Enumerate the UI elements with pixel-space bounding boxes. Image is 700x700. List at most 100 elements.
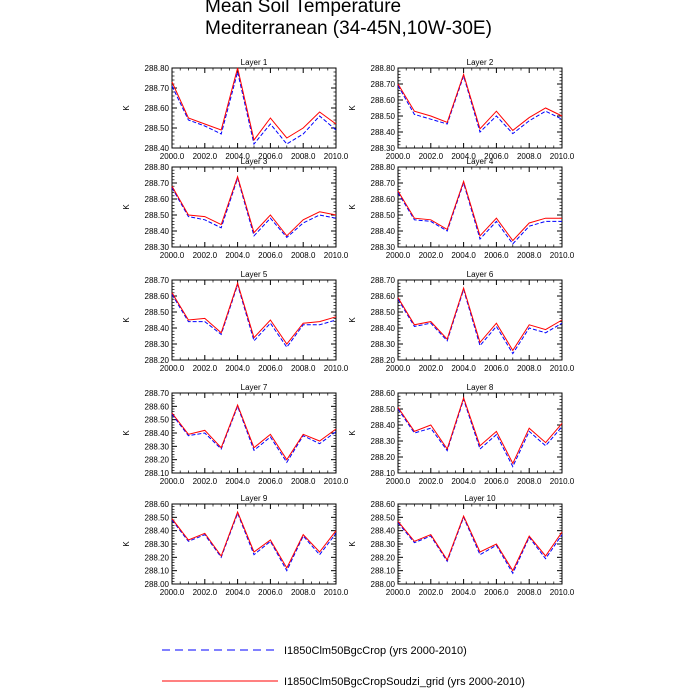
series-line-dashed	[171, 511, 337, 572]
y-tick-label: 288.50	[145, 211, 170, 220]
y-tick-label: 288.60	[371, 96, 396, 105]
y-tick-label: 288.30	[371, 340, 396, 349]
x-tick-label: 2008.0	[517, 588, 542, 597]
y-tick-label: 288.10	[145, 567, 170, 576]
x-tick-label: 2000.0	[160, 477, 185, 486]
x-tick-label: 2004.0	[225, 251, 250, 260]
chart-panel: Layer 9 K 288.00 288.10 288.20 288.30 288.40 28…	[122, 494, 349, 597]
chart-panel: Layer 3 K 288.30 288.40 288.50 288.60 288.70 28…	[122, 157, 349, 260]
series-line-dashed	[397, 287, 563, 355]
y-tick-label: 288.00	[371, 580, 396, 589]
x-tick-label: 2008.0	[291, 588, 316, 597]
x-tick-label: 2006.0	[258, 588, 283, 597]
y-tick-label: 288.40	[371, 128, 396, 137]
x-tick-label: 2002.0	[419, 364, 444, 373]
series-line-solid	[171, 174, 337, 237]
chart-panel: Layer 4 K 288.30 288.40 288.50 288.60 288.70 28…	[348, 157, 575, 260]
y-axis-label: K	[122, 541, 131, 547]
legend-label-series-1: I1850Clm50BgcCrop (yrs 2000-2010)	[284, 645, 467, 657]
x-tick-label: 2006.0	[484, 588, 509, 597]
y-tick-label: 288.20	[145, 456, 170, 465]
y-tick-label: 288.30	[145, 243, 170, 252]
y-tick-label: 288.70	[145, 389, 170, 398]
x-tick-label: 2006.0	[258, 152, 283, 161]
series-line-dashed	[397, 516, 563, 575]
figure-title: Mean Soil Temperature Mediterranean (34-…	[205, 0, 492, 40]
y-tick-label: 288.50	[371, 211, 396, 220]
series-line-solid	[171, 510, 337, 570]
x-tick-label: 2002.0	[193, 251, 218, 260]
x-tick-label: 2006.0	[484, 251, 509, 260]
x-tick-label: 2010.0	[550, 588, 575, 597]
y-tick-label: 288.30	[145, 442, 170, 451]
series-line-solid	[397, 286, 563, 352]
y-tick-label: 288.00	[145, 580, 170, 589]
y-tick-label: 288.40	[371, 421, 396, 430]
x-tick-label: 2006.0	[484, 364, 509, 373]
y-tick-label: 288.60	[371, 292, 396, 301]
y-tick-label: 288.60	[145, 104, 170, 113]
panel-title: Layer 8	[467, 383, 494, 392]
x-tick-label: 2002.0	[419, 588, 444, 597]
y-axis-label: K	[348, 430, 357, 436]
y-tick-label: 288.80	[145, 64, 170, 73]
series-line-solid	[397, 72, 563, 132]
x-tick-label: 2004.0	[451, 588, 476, 597]
y-tick-label: 288.40	[145, 324, 170, 333]
x-tick-label: 2008.0	[291, 364, 316, 373]
legend-label-series-2: I1850Clm50BgcCropSoudzi_grid (yrs 2000-2…	[284, 676, 525, 688]
x-tick-label: 2004.0	[451, 251, 476, 260]
y-axis-label: K	[122, 105, 131, 111]
series-line-dashed	[171, 71, 337, 146]
x-tick-label: 2000.0	[160, 251, 185, 260]
y-tick-label: 288.70	[145, 84, 170, 93]
y-axis-label: K	[348, 105, 357, 111]
x-tick-label: 2004.0	[225, 477, 250, 486]
x-tick-label: 2004.0	[451, 364, 476, 373]
y-tick-label: 288.40	[145, 227, 170, 236]
x-tick-label: 2010.0	[550, 364, 575, 373]
y-tick-label: 288.30	[145, 340, 170, 349]
y-tick-label: 288.60	[145, 500, 170, 509]
x-tick-label: 2000.0	[386, 364, 411, 373]
chart-panel: Layer 6 K 288.20 288.30 288.40 288.50 288.60 28…	[348, 270, 575, 373]
x-tick-label: 2008.0	[291, 477, 316, 486]
y-tick-label: 288.60	[371, 389, 396, 398]
panel-title: Layer 7	[241, 383, 268, 392]
x-tick-label: 2008.0	[291, 152, 316, 161]
series-line-dashed	[397, 181, 562, 245]
x-tick-label: 2004.0	[225, 152, 250, 161]
series-line-solid	[397, 514, 563, 572]
y-tick-label: 288.60	[145, 402, 170, 411]
y-tick-label: 288.30	[371, 437, 396, 446]
series-line-dashed	[171, 283, 337, 349]
series-line-dashed	[397, 74, 563, 135]
x-tick-label: 2010.0	[550, 477, 575, 486]
y-tick-label: 288.10	[371, 567, 396, 576]
series-line-dashed	[171, 176, 337, 239]
x-tick-label: 2002.0	[193, 364, 218, 373]
y-tick-label: 288.70	[145, 179, 170, 188]
y-tick-label: 288.60	[371, 500, 396, 509]
y-tick-label: 288.50	[145, 416, 170, 425]
x-tick-label: 2006.0	[484, 152, 509, 161]
y-tick-label: 288.50	[371, 112, 396, 121]
y-tick-label: 288.10	[371, 469, 396, 478]
y-tick-label: 288.40	[371, 227, 396, 236]
y-tick-label: 288.60	[145, 292, 170, 301]
y-tick-label: 288.40	[145, 429, 170, 438]
y-tick-label: 288.20	[371, 356, 396, 365]
x-tick-label: 2008.0	[517, 477, 542, 486]
x-tick-label: 2008.0	[517, 152, 542, 161]
panel-title: Layer 4	[467, 157, 494, 166]
x-tick-label: 2010.0	[324, 251, 349, 260]
y-tick-label: 288.80	[371, 163, 396, 172]
y-axis-label: K	[122, 430, 131, 436]
y-tick-label: 288.50	[371, 308, 396, 317]
y-tick-label: 288.30	[371, 540, 396, 549]
panel-title: Layer 5	[241, 270, 268, 279]
series-line-solid	[171, 67, 337, 142]
panel-title: Layer 1	[241, 58, 268, 67]
